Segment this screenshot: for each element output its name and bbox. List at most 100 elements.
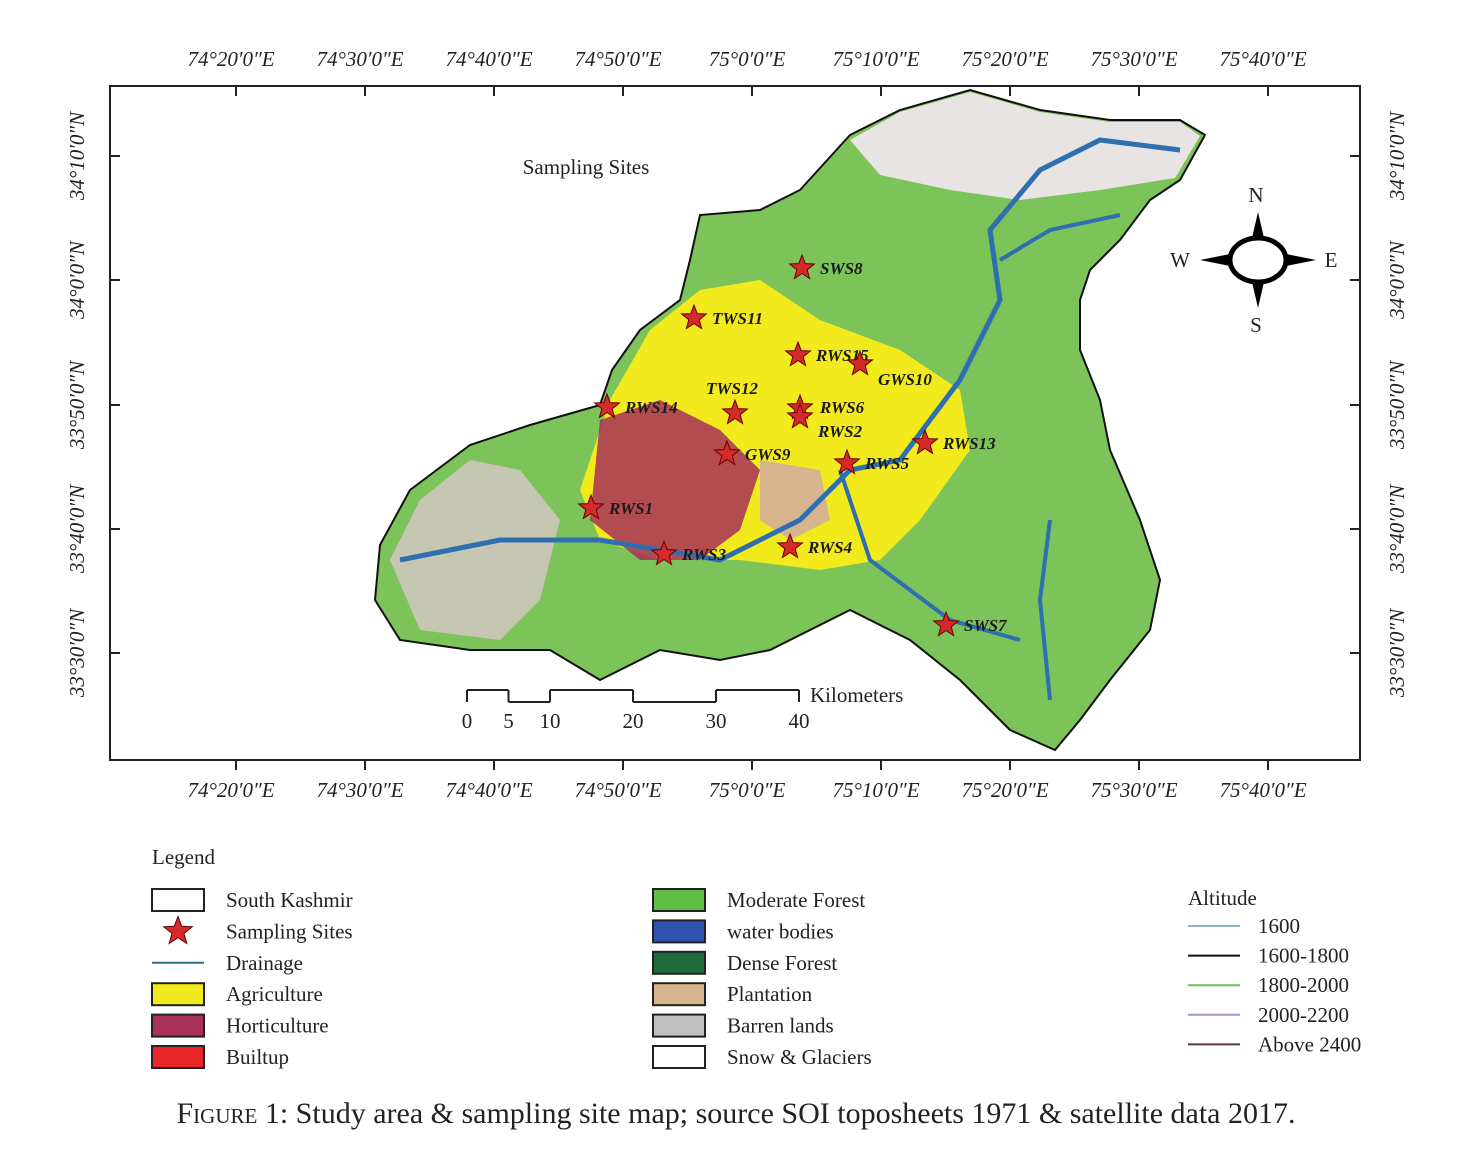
legend-swatch [151, 888, 205, 912]
lon-label-bottom: 75°20′0″E [961, 778, 1048, 802]
legend-swatch [151, 982, 205, 1007]
site-label: RWS13 [942, 434, 996, 453]
compass-label: N [1248, 183, 1263, 207]
compass-label: S [1250, 313, 1262, 337]
site-label: SWS8 [820, 259, 863, 278]
legend-swatch [652, 1045, 706, 1069]
site-label: GWS10 [878, 370, 932, 389]
legend-label: Dense Forest [727, 951, 837, 975]
scale-label: 10 [540, 709, 561, 733]
altitude-label: 1800-2000 [1258, 973, 1349, 997]
legend-swatch [151, 1013, 205, 1038]
lon-label-bottom: 75°10′0″E [832, 778, 919, 802]
site-marker [650, 539, 678, 566]
legend-star [162, 914, 194, 945]
lat-label-right: 33°30′0″N [1385, 608, 1409, 698]
legend-swatch [151, 1045, 205, 1069]
legend-swatch [652, 950, 706, 975]
legend-swatch [652, 888, 706, 912]
scale-label: 0 [462, 709, 473, 733]
lon-label-top: 75°10′0″E [832, 47, 919, 71]
lat-label-left: 33°30′0″N [65, 608, 89, 698]
compass-arrow [1200, 254, 1230, 266]
map-title: Sampling Sites [523, 155, 650, 179]
altitude-label: 1600-1800 [1258, 944, 1349, 968]
lat-label-right: 33°40′0″N [1385, 484, 1409, 574]
legend-label: Drainage [226, 951, 303, 975]
lon-label-top: 74°50′0″E [574, 47, 661, 71]
lon-label-bottom: 74°40′0″E [445, 778, 532, 802]
compass [1200, 212, 1316, 308]
river [1037, 519, 1052, 701]
lat-label-left: 34°10′0″N [65, 111, 89, 201]
lon-label-bottom: 75°40′0″E [1219, 778, 1306, 802]
barren-area [390, 460, 560, 640]
legend-title: Legend [152, 845, 215, 869]
altitude-label: 2000-2200 [1258, 1003, 1349, 1027]
lat-label-left: 33°50′0″N [65, 360, 89, 450]
lat-label-right: 33°50′0″N [1385, 360, 1409, 450]
legend-swatch [652, 982, 706, 1007]
altitude-label: 1600 [1258, 914, 1300, 938]
legend-label: Moderate Forest [727, 888, 865, 912]
site-label: RWS14 [624, 398, 678, 417]
lon-label-bottom: 74°30′0″E [316, 778, 403, 802]
scale-label: 40 [789, 709, 810, 733]
compass-arrow [1286, 254, 1316, 266]
altitude-label: Above 2400 [1258, 1032, 1361, 1056]
site-marker [932, 610, 960, 637]
horticulture-area [590, 400, 760, 560]
lon-label-top: 75°20′0″E [961, 47, 1048, 71]
altitude-title: Altitude [1188, 886, 1257, 910]
scale-label: 20 [623, 709, 644, 733]
site-label: SWS7 [964, 616, 1008, 635]
site-label: TWS12 [706, 379, 758, 398]
lat-label-left: 33°40′0″N [65, 484, 89, 574]
site-label: TWS11 [712, 309, 763, 328]
site-marker [833, 448, 861, 475]
lat-label-right: 34°10′0″N [1385, 111, 1409, 201]
legend-label: Plantation [727, 982, 813, 1006]
scale-label: 30 [706, 709, 727, 733]
site-label: RWS5 [864, 454, 910, 473]
legend-swatch [652, 1013, 706, 1038]
river [838, 469, 1021, 642]
compass-ring [1227, 235, 1289, 285]
legend-label: Agriculture [226, 982, 323, 1006]
legend-label: Sampling Sites [226, 919, 353, 943]
compass-label: E [1325, 248, 1338, 272]
site-marker [911, 428, 939, 455]
compass-label: W [1170, 248, 1190, 272]
lat-label-right: 34°0′0″N [1385, 240, 1409, 320]
site-marker [776, 532, 804, 559]
legend-label: South Kashmir [226, 888, 353, 912]
site-label: RWS2 [817, 422, 863, 441]
caption-text: Study area & sampling site map; source S… [296, 1097, 1296, 1130]
legend-label: Builtup [226, 1045, 289, 1069]
site-marker [786, 402, 814, 429]
lon-label-top: 74°20′0″E [187, 47, 274, 71]
river [998, 213, 1121, 262]
lat-label-left: 34°0′0″N [65, 240, 89, 320]
legend-swatch [652, 919, 706, 944]
site-marker [680, 303, 708, 330]
compass-arrow [1252, 282, 1264, 308]
site-label: RWS1 [608, 499, 653, 518]
lon-label-bottom: 74°50′0″E [574, 778, 661, 802]
legend-label: Barren lands [727, 1014, 834, 1038]
site-marker [713, 439, 741, 466]
site-marker [721, 398, 749, 425]
lon-label-bottom: 75°30′0″E [1090, 778, 1177, 802]
snow-area [850, 92, 1200, 200]
lon-label-top: 75°40′0″E [1219, 47, 1306, 71]
lon-label-top: 75°0′0″E [709, 47, 786, 71]
lon-label-bottom: 75°0′0″E [709, 778, 786, 802]
plantation-area [760, 460, 830, 540]
site-label: RWS3 [681, 545, 727, 564]
scale-unit: Kilometers [810, 683, 903, 707]
lon-label-top: 74°30′0″E [316, 47, 403, 71]
region [373, 88, 1207, 752]
river [399, 137, 1181, 563]
site-marker [593, 392, 621, 419]
